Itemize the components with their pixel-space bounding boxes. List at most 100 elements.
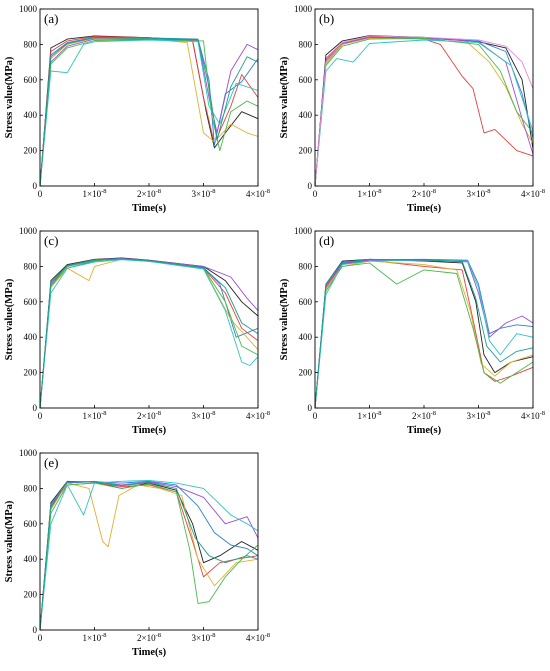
y-tick-label: 800 <box>24 39 38 49</box>
chart-d: 0 200 400 600 800 1000 0 1×10-8 2×10-8 3×10-8 4×10… <box>279 226 545 436</box>
x-tick-label: 1×10-8 <box>83 188 107 199</box>
x-tick-label: 0 <box>313 189 318 199</box>
y-tick-label: 1000 <box>19 226 38 236</box>
x-tick-label: 0 <box>38 189 43 199</box>
y-tick-label: 600 <box>24 519 38 529</box>
series-line-6 <box>39 258 259 409</box>
x-tick-label: 3×10-8 <box>192 410 216 421</box>
y-tick-label: 400 <box>24 110 38 120</box>
series-line-4 <box>314 260 534 409</box>
panel-b: 0 200 400 600 800 1000 0 1×10-8 2×10-8 3×10-8 4×10… <box>275 0 550 222</box>
panel-a: 0 200 400 600 800 1000 0 1×10-8 2×10-8 3×10-8 4×10… <box>0 0 275 222</box>
panel-label: (a) <box>44 11 58 26</box>
x-tick-label: 3×10-8 <box>467 410 491 421</box>
x-tick-exponent: -8 <box>431 188 436 195</box>
x-tick-exponent: -8 <box>265 410 270 417</box>
panel-label: (c) <box>44 233 58 248</box>
plot-frame <box>314 230 534 409</box>
series-line-8 <box>314 258 534 409</box>
y-axis-title: Stress value(MPa) <box>4 278 15 360</box>
y-tick-label: 0 <box>33 403 38 413</box>
panel-e: 0 200 400 600 800 1000 0 1×10-8 2×10-8 3×10-8 4×10… <box>0 444 275 666</box>
series-line-3 <box>39 36 259 187</box>
y-tick-label: 1000 <box>19 448 38 458</box>
y-tick-label: 800 <box>24 483 38 493</box>
x-tick-exponent: -8 <box>156 188 161 195</box>
x-tick-label: 4×10-8 <box>521 188 545 199</box>
x-tick-label: 2×10-8 <box>412 410 436 421</box>
series-line-8 <box>39 481 259 631</box>
series-line-2 <box>39 258 259 409</box>
x-tick-exponent: -8 <box>540 410 545 417</box>
y-tick-label: 600 <box>24 297 38 307</box>
plot-frame <box>39 230 259 409</box>
y-axis-title: Stress value(MPa) <box>279 56 290 138</box>
series-line-1 <box>39 480 259 631</box>
series-line-7 <box>314 259 534 409</box>
y-tick-label: 400 <box>24 554 38 564</box>
series-group <box>39 257 259 409</box>
y-tick-label: 600 <box>299 75 313 85</box>
series-line-4 <box>39 258 259 409</box>
x-tick-label: 3×10-8 <box>467 188 491 199</box>
x-tick-exponent: -8 <box>376 188 381 195</box>
series-line-6 <box>39 39 259 187</box>
series-line-2 <box>39 482 259 631</box>
chart-b: 0 200 400 600 800 1000 0 1×10-8 2×10-8 3×10-8 4×10… <box>279 4 545 214</box>
x-axis-title: Time(s) <box>407 203 442 214</box>
x-tick-label: 4×10-8 <box>246 410 270 421</box>
chart-c: 0 200 400 600 800 1000 0 1×10-8 2×10-8 3×10-8 4×10… <box>4 226 270 436</box>
y-tick-label: 600 <box>24 75 38 85</box>
x-tick-exponent: -8 <box>101 632 106 639</box>
y-tick-label: 1000 <box>294 226 313 236</box>
series-line-5 <box>39 480 259 631</box>
x-axis-title: Time(s) <box>132 203 167 214</box>
y-axis-title: Stress value(MPa) <box>4 500 15 582</box>
y-tick-label: 1000 <box>19 4 38 14</box>
x-tick-exponent: -8 <box>265 632 270 639</box>
y-tick-label: 0 <box>33 181 38 191</box>
x-axis-title: Time(s) <box>132 425 167 436</box>
x-tick-label: 2×10-8 <box>137 632 161 643</box>
series-line-7 <box>39 39 259 187</box>
series-line-3 <box>314 258 534 409</box>
y-tick-label: 1000 <box>294 4 313 14</box>
series-line-1 <box>39 257 259 409</box>
x-tick-exponent: -8 <box>485 410 490 417</box>
y-tick-label: 800 <box>24 261 38 271</box>
series-line-8 <box>39 37 259 187</box>
y-tick-label: 0 <box>33 625 38 635</box>
y-tick-label: 400 <box>24 332 38 342</box>
x-tick-label: 2×10-8 <box>412 188 436 199</box>
series-line-5 <box>314 36 534 187</box>
series-line-1 <box>314 35 534 187</box>
plot-frame <box>314 8 534 187</box>
x-tick-label: 0 <box>38 633 43 643</box>
series-group <box>39 479 259 631</box>
y-tick-label: 200 <box>299 368 313 378</box>
series-line-3 <box>39 480 259 631</box>
x-tick-exponent: -8 <box>431 410 436 417</box>
y-axis-title: Stress value(MPa) <box>4 56 15 138</box>
series-line-1 <box>314 258 534 409</box>
y-tick-label: 400 <box>299 110 313 120</box>
x-tick-label: 0 <box>313 411 318 421</box>
chart-a: 0 200 400 600 800 1000 0 1×10-8 2×10-8 3×10-8 4×10… <box>4 4 270 214</box>
x-tick-exponent: -8 <box>485 188 490 195</box>
series-group <box>314 258 534 409</box>
x-tick-label: 1×10-8 <box>83 632 107 643</box>
x-tick-exponent: -8 <box>101 410 106 417</box>
series-line-3 <box>314 37 534 187</box>
series-line-8 <box>314 35 534 187</box>
series-group <box>314 35 534 187</box>
series-line-8 <box>39 258 259 409</box>
x-tick-exponent: -8 <box>156 410 161 417</box>
series-line-6 <box>314 262 534 409</box>
x-tick-exponent: -8 <box>101 188 106 195</box>
y-tick-label: 600 <box>299 297 313 307</box>
series-line-7 <box>314 39 534 187</box>
panel-label: (e) <box>44 455 58 470</box>
series-line-4 <box>39 37 259 187</box>
x-tick-exponent: -8 <box>210 632 215 639</box>
series-line-6 <box>39 482 259 631</box>
